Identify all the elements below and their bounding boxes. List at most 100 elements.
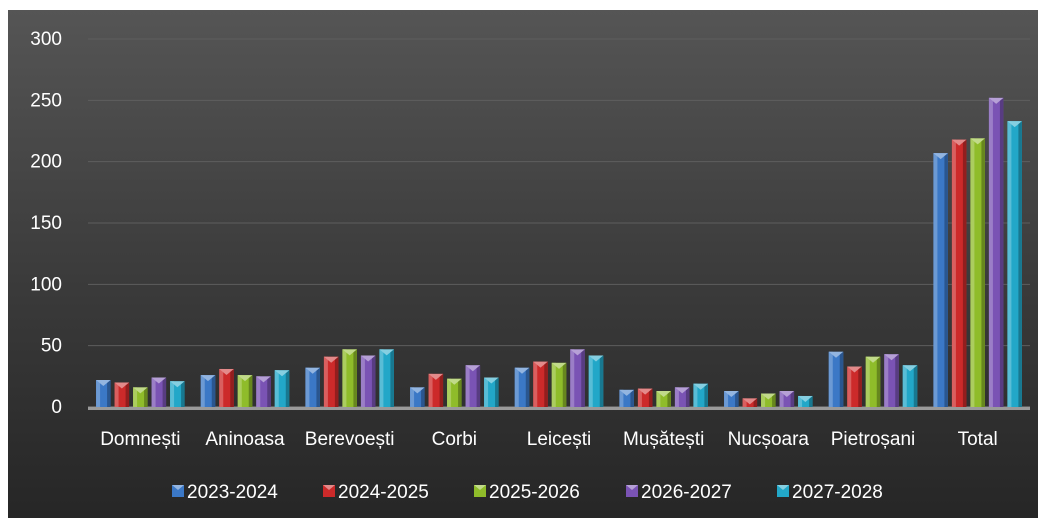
bar-shadow	[371, 355, 376, 407]
bar-shadow	[630, 389, 634, 407]
bar-shadow	[495, 377, 499, 407]
y-axis: 0 50 100 150 200 250 300	[30, 29, 1030, 418]
y-tick-label: 250	[30, 90, 62, 111]
bar-highlight	[170, 381, 175, 407]
bar-shadow	[107, 380, 111, 407]
bar	[484, 377, 499, 407]
bar-highlight	[865, 356, 870, 407]
bar-shadow	[1018, 121, 1022, 407]
bar-shadow	[962, 139, 967, 407]
bar-top	[200, 375, 216, 382]
bar-highlight	[570, 349, 575, 407]
bar-top	[847, 366, 862, 373]
bar	[779, 391, 795, 407]
bar-shadow	[735, 391, 739, 407]
bar-top	[970, 138, 985, 145]
bar-highlight	[619, 389, 624, 407]
bar	[114, 382, 130, 407]
bar-top	[902, 365, 918, 372]
bar-highlight	[533, 361, 538, 407]
bar	[933, 153, 948, 407]
bar	[379, 349, 394, 407]
bar-highlight	[410, 387, 415, 407]
bar	[1007, 121, 1022, 407]
bar-shadow	[421, 387, 425, 407]
bar-highlight	[951, 139, 956, 407]
bar-top	[988, 97, 1004, 104]
bar	[674, 387, 690, 407]
legend-swatch-top	[626, 485, 638, 490]
bar-top	[619, 389, 634, 396]
bar-top	[360, 355, 376, 362]
x-category-label: Corbi	[432, 429, 477, 450]
bar-highlight	[219, 368, 224, 407]
bar-highlight	[847, 366, 852, 407]
legend: 2023-2024 2024-2025 2025-2026 2026-2027 2027…	[172, 482, 883, 503]
bar-top	[828, 351, 844, 358]
bar-top	[588, 355, 604, 362]
bar-shadow	[181, 381, 185, 407]
bar-shadow	[316, 367, 320, 407]
bar-shadow	[458, 378, 462, 407]
bar-top	[884, 354, 899, 361]
bar-top	[256, 376, 271, 383]
bar-shadow	[772, 393, 776, 407]
bar-shadow	[581, 349, 585, 407]
bar-top	[428, 373, 444, 380]
bar-shadow	[648, 388, 653, 407]
bar	[637, 388, 653, 407]
bar-shadow	[248, 375, 253, 407]
chart-background	[8, 10, 1038, 518]
bar	[170, 381, 185, 407]
bar-highlight	[798, 395, 803, 407]
bar-highlight	[465, 365, 470, 407]
bar-highlight	[1007, 121, 1012, 407]
bar-top	[305, 367, 320, 374]
bar-highlight	[151, 377, 156, 407]
bar-shadow	[790, 391, 795, 407]
bar-top	[533, 361, 548, 368]
bar-shadow	[267, 376, 271, 407]
bar-highlight	[656, 391, 661, 407]
bar	[533, 361, 548, 407]
bar-top	[724, 391, 739, 398]
bar-top	[865, 356, 881, 363]
bar	[588, 355, 604, 407]
legend-item: 2023-2024	[172, 482, 278, 503]
bar-top	[151, 377, 167, 384]
bar-highlight	[323, 356, 328, 407]
bar-top	[274, 370, 290, 377]
bar-shadow	[809, 395, 813, 407]
legend-swatch-top	[172, 485, 184, 490]
bar-top	[951, 139, 967, 146]
legend-label: 2023-2024	[187, 482, 278, 503]
bar-highlight	[96, 380, 101, 407]
bar-highlight	[237, 375, 242, 407]
bar	[514, 367, 530, 407]
bar-shadow	[876, 356, 881, 407]
bar-highlight	[724, 391, 729, 407]
bar-highlight	[761, 393, 766, 407]
x-category-label: Leicești	[527, 429, 591, 450]
bar-top	[570, 349, 585, 356]
bar	[951, 139, 967, 407]
bar-top	[798, 395, 813, 402]
bar-top	[410, 387, 425, 394]
x-category-label: Total	[958, 429, 998, 450]
bar-shadow	[685, 387, 690, 407]
bar-highlight	[637, 388, 642, 407]
bar	[693, 383, 708, 407]
bar-highlight	[274, 370, 279, 407]
bar-top	[447, 378, 462, 385]
bar-top	[133, 387, 148, 394]
bar-highlight	[484, 377, 489, 407]
bar-shadow	[599, 355, 604, 407]
bar-top	[323, 356, 339, 363]
bar	[305, 367, 320, 407]
bar-shadow	[753, 398, 758, 407]
bar-top	[219, 368, 234, 375]
bar-shadow	[211, 375, 216, 407]
bar	[151, 377, 167, 407]
legend-swatch	[626, 485, 638, 497]
